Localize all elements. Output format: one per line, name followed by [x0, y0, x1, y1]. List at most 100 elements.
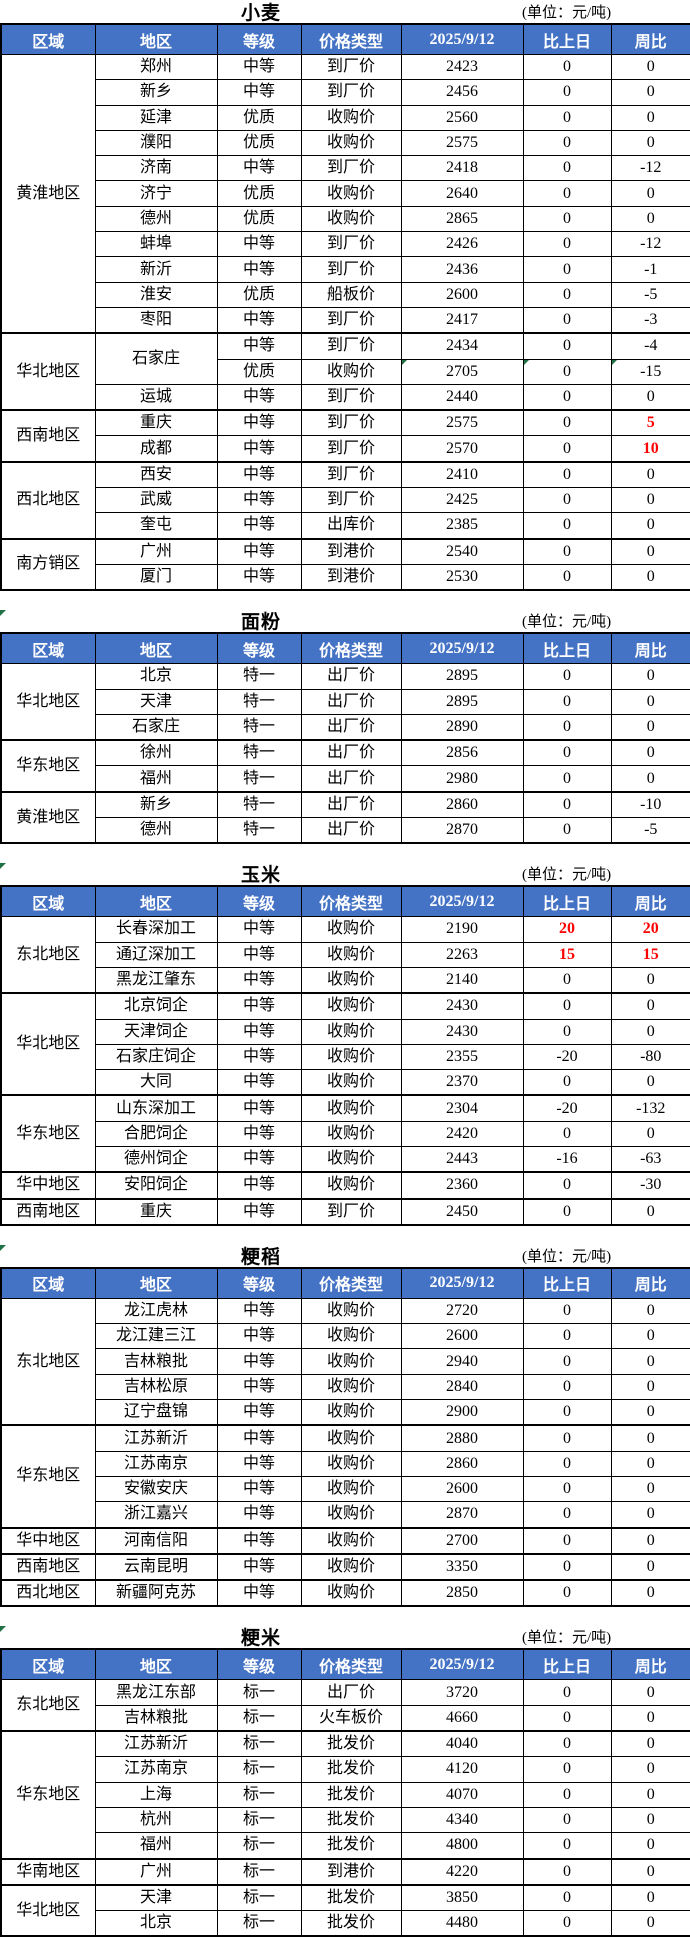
week-change-cell[interactable]: 0	[610, 460, 690, 489]
area-cell[interactable]: 石家庄饲企	[94, 1043, 218, 1071]
week-change-cell[interactable]: -30	[610, 1171, 690, 1200]
price-cell[interactable]: 2360	[400, 1171, 524, 1200]
day-change-cell[interactable]: 0	[522, 1197, 612, 1226]
column-header[interactable]: 价格类型	[300, 632, 402, 665]
week-change-cell[interactable]: 0	[610, 1552, 690, 1581]
region-cell[interactable]: 西南地区	[0, 1197, 96, 1226]
day-change-cell[interactable]: 0	[522, 663, 612, 690]
column-header[interactable]: 等级	[216, 885, 302, 918]
grade-cell[interactable]: 中等	[216, 1424, 302, 1452]
region-cell[interactable]: 华北地区	[0, 992, 96, 1096]
week-change-cell[interactable]: 0	[610, 663, 690, 690]
area-cell[interactable]: 德州饲企	[94, 1145, 218, 1173]
day-change-cell[interactable]: 0	[522, 765, 612, 793]
day-change-cell[interactable]: 0	[522, 383, 612, 411]
region-cell[interactable]: 南方销区	[0, 537, 96, 591]
area-cell[interactable]: 石家庄	[94, 713, 218, 741]
area-cell[interactable]: 上海	[94, 1781, 218, 1808]
price-cell[interactable]: 2856	[400, 739, 524, 767]
price-cell[interactable]: 2600	[400, 1475, 524, 1503]
region-cell[interactable]: 华东地区	[0, 1094, 96, 1173]
price-type-cell[interactable]: 收购价	[300, 1450, 402, 1477]
grade-cell[interactable]: 特一	[216, 713, 302, 741]
day-change-cell[interactable]: 0	[522, 256, 612, 283]
price-type-cell[interactable]: 收购价	[300, 205, 402, 233]
week-change-cell[interactable]: 0	[610, 1679, 690, 1706]
week-change-cell[interactable]: 0	[610, 205, 690, 233]
week-change-cell[interactable]: 0	[610, 739, 690, 767]
week-change-cell[interactable]: 0	[610, 966, 690, 994]
price-cell[interactable]: 3850	[400, 1883, 524, 1912]
grade-cell[interactable]: 特一	[216, 739, 302, 767]
region-cell[interactable]: 东北地区	[0, 1679, 96, 1732]
area-cell[interactable]: 新疆阿克苏	[94, 1579, 218, 1607]
grade-cell[interactable]: 中等	[216, 512, 302, 540]
price-cell[interactable]: 4040	[400, 1730, 524, 1758]
week-change-cell[interactable]: 0	[610, 537, 690, 565]
week-change-cell[interactable]: 0	[610, 512, 690, 540]
price-cell[interactable]: 2940	[400, 1348, 524, 1375]
day-change-cell[interactable]: 0	[522, 1297, 612, 1325]
week-change-cell[interactable]: 15	[610, 941, 690, 968]
day-change-cell[interactable]: 0	[522, 1171, 612, 1200]
column-header[interactable]: 地区	[94, 1267, 218, 1299]
grade-cell[interactable]: 标一	[216, 1832, 302, 1860]
column-header[interactable]: 价格类型	[300, 885, 402, 918]
day-change-cell[interactable]: 0	[522, 1424, 612, 1452]
price-type-cell[interactable]: 到厂价	[300, 460, 402, 489]
week-change-cell[interactable]: 0	[610, 1399, 690, 1426]
price-type-cell[interactable]: 收购价	[300, 1373, 402, 1401]
grade-cell[interactable]: 中等	[216, 383, 302, 411]
day-change-cell[interactable]: 0	[522, 1501, 612, 1529]
price-type-cell[interactable]: 收购价	[300, 992, 402, 1020]
day-change-cell[interactable]: 0	[522, 1781, 612, 1808]
day-change-cell[interactable]: -20	[522, 1094, 612, 1122]
column-header[interactable]: 区域	[0, 632, 96, 665]
area-cell[interactable]: 山东深加工	[94, 1094, 218, 1122]
day-change-cell[interactable]: 0	[522, 966, 612, 994]
price-type-cell[interactable]: 收购价	[300, 1424, 402, 1452]
region-cell[interactable]: 华南地区	[0, 1857, 96, 1886]
region-cell[interactable]: 华东地区	[0, 1730, 96, 1860]
day-change-cell[interactable]: -16	[522, 1145, 612, 1173]
day-change-cell[interactable]: 0	[522, 358, 612, 385]
price-cell[interactable]: 2304	[400, 1094, 524, 1122]
price-type-cell[interactable]: 到厂价	[300, 487, 402, 514]
grade-cell[interactable]: 优质	[216, 180, 302, 207]
area-cell[interactable]: 延津	[94, 104, 218, 131]
grade-cell[interactable]: 中等	[216, 1399, 302, 1426]
day-change-cell[interactable]: 0	[522, 563, 612, 591]
price-cell[interactable]: 2880	[400, 1424, 524, 1452]
price-cell[interactable]: 2640	[400, 180, 524, 207]
price-cell[interactable]: 2430	[400, 1018, 524, 1045]
week-change-cell[interactable]: -5	[610, 817, 690, 844]
week-change-cell[interactable]: 0	[610, 1806, 690, 1834]
day-change-cell[interactable]: 0	[522, 1552, 612, 1581]
price-cell[interactable]: 2560	[400, 104, 524, 131]
day-change-cell[interactable]: 0	[522, 1069, 612, 1096]
price-cell[interactable]: 2895	[400, 688, 524, 715]
price-cell[interactable]: 2140	[400, 966, 524, 994]
day-change-cell[interactable]: 0	[522, 1579, 612, 1607]
price-cell[interactable]: 2900	[400, 1399, 524, 1426]
week-change-cell[interactable]: 0	[610, 129, 690, 157]
price-type-cell[interactable]: 到厂价	[300, 332, 402, 360]
grade-cell[interactable]: 中等	[216, 1450, 302, 1477]
grade-cell[interactable]: 中等	[216, 306, 302, 334]
region-cell[interactable]: 东北地区	[0, 916, 96, 994]
day-change-cell[interactable]: 15	[522, 941, 612, 968]
price-type-cell[interactable]: 到厂价	[300, 231, 402, 258]
area-cell[interactable]: 浙江嘉兴	[94, 1501, 218, 1529]
price-type-cell[interactable]: 批发价	[300, 1832, 402, 1860]
day-change-cell[interactable]: 0	[522, 409, 612, 437]
area-cell[interactable]: 北京饲企	[94, 992, 218, 1020]
week-change-cell[interactable]: 0	[610, 1450, 690, 1477]
week-change-cell[interactable]: 0	[610, 1348, 690, 1375]
price-cell[interactable]: 2190	[400, 916, 524, 943]
column-header[interactable]: 地区	[94, 885, 218, 918]
area-cell[interactable]: 运城	[94, 383, 218, 411]
grade-cell[interactable]: 中等	[216, 966, 302, 994]
week-change-cell[interactable]: 0	[610, 1832, 690, 1860]
grade-cell[interactable]: 优质	[216, 129, 302, 157]
price-cell[interactable]: 4070	[400, 1781, 524, 1808]
